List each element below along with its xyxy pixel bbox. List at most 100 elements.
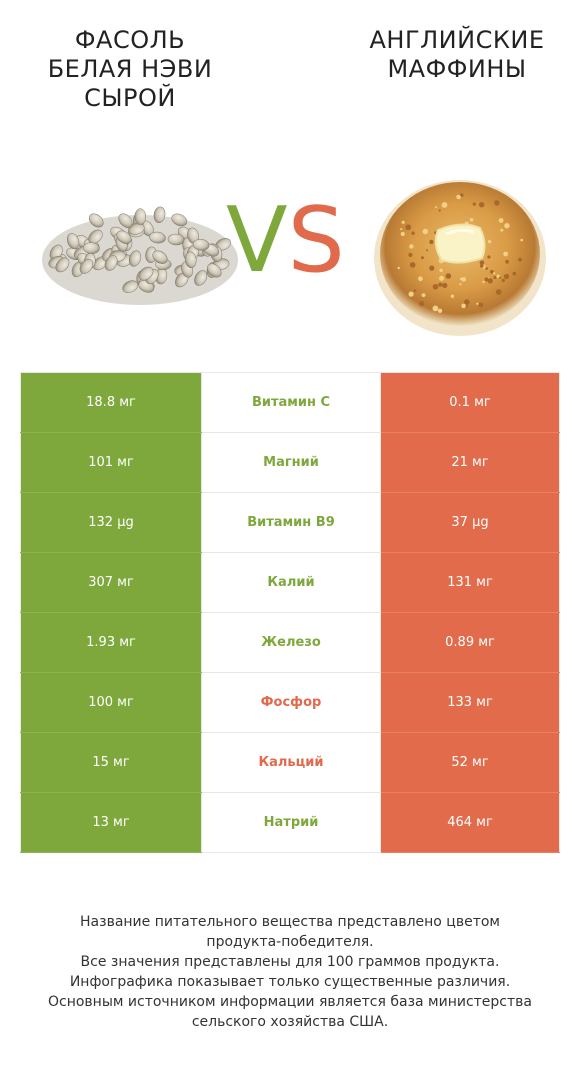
english-muffin-image	[374, 180, 546, 336]
muffin-crumb	[460, 277, 463, 281]
bean	[118, 213, 133, 228]
muffin-crumb	[432, 305, 439, 312]
footer-note: Название питательного вещества представл…	[20, 912, 560, 1032]
bean	[152, 250, 168, 264]
footer-line: Все значения представлены для 100 граммо…	[80, 954, 500, 970]
left-value: 15 мг	[20, 732, 202, 793]
nutrient-name: Витамин B9	[201, 492, 381, 553]
nutrient-name: Железо	[201, 612, 381, 673]
left-title-line: СЫРОЙ	[84, 84, 176, 112]
left-value: 307 мг	[20, 552, 202, 613]
muffin-crumb	[469, 218, 474, 222]
muffin-crumb	[520, 238, 523, 242]
bean	[88, 213, 104, 228]
footer-line: сельского хозяйства США.	[191, 1014, 389, 1030]
muffin-crumb	[441, 202, 448, 208]
right-value: 0.89 мг	[380, 612, 560, 673]
nutrient-name: Кальций	[201, 732, 381, 793]
bean	[79, 258, 94, 274]
muffin-crumb	[397, 266, 400, 270]
muffin-crumb	[411, 231, 415, 235]
right-value: 37 µg	[380, 492, 560, 553]
muffin-crumb	[479, 260, 485, 266]
footer-line: Основным источником информации является …	[48, 994, 532, 1010]
nutrient-row: 101 мг Магний 21 мг	[20, 432, 560, 493]
left-value: 13 мг	[20, 792, 202, 853]
muffin-crumb	[422, 228, 428, 235]
muffin-crumb	[438, 209, 441, 212]
bean	[122, 280, 139, 293]
muffin-crumb	[494, 200, 500, 206]
vs-v-letter: V	[226, 188, 288, 293]
muffin-crumb	[405, 224, 412, 231]
nutrient-name: Фосфор	[201, 672, 381, 733]
muffin-crumb	[456, 194, 461, 200]
muffin-crumb	[479, 202, 485, 208]
muffin-crumb	[413, 289, 417, 292]
muffin-crumb	[409, 244, 414, 249]
nutrient-name: Витамин C	[201, 372, 381, 433]
muffin-crumb	[408, 291, 414, 297]
muffin-crumb	[418, 276, 423, 281]
bean	[104, 255, 118, 271]
bean	[149, 231, 166, 244]
muffin-crumb	[409, 262, 416, 268]
bean	[171, 213, 188, 227]
muffin-crumb	[487, 240, 492, 244]
muffin-crumb	[485, 267, 488, 270]
right-value: 133 мг	[380, 672, 560, 733]
bean	[134, 208, 147, 225]
nutrient-row: 100 мг Фосфор 133 мг	[20, 672, 560, 733]
left-value: 132 µg	[20, 492, 202, 553]
muffin-crumb	[439, 268, 443, 272]
left-value: 100 мг	[20, 672, 202, 733]
right-title-line: АНГЛИЙСКИЕ	[369, 26, 545, 54]
muffin-crumb	[484, 277, 489, 282]
nutrient-row: 307 мг Калий 131 мг	[20, 552, 560, 613]
bean	[184, 251, 197, 269]
left-value: 101 мг	[20, 432, 202, 493]
muffin-crumb	[472, 202, 476, 206]
muffin-crumb	[512, 271, 517, 276]
bean	[207, 263, 222, 278]
vs-label: VS	[226, 196, 345, 286]
muffin-crumb	[461, 277, 466, 282]
muffin-crumb	[498, 276, 502, 279]
bean	[83, 242, 100, 254]
right-title-line: МАФФИНЫ	[387, 55, 527, 83]
muffin-crumb	[500, 228, 504, 232]
bean	[153, 206, 166, 224]
footer-line: Название питательного вещества представл…	[80, 914, 500, 930]
comparison-table: 18.8 мг Витамин C 0.1 мг 101 мг Магний 21 мг 1…	[20, 372, 560, 853]
muffin-crumb	[421, 293, 426, 297]
muffin-crumb	[459, 283, 462, 286]
bean	[128, 222, 145, 235]
muffin-crumb	[419, 301, 425, 307]
nutrient-row: 13 мг Натрий 464 мг	[20, 792, 560, 853]
footer-line: Инфографика показывает только существенн…	[69, 974, 511, 990]
nutrient-row: 132 µg Витамин B9 37 µg	[20, 492, 560, 553]
left-value: 1.93 мг	[20, 612, 202, 673]
nutrient-row: 1.93 мг Железо 0.89 мг	[20, 612, 560, 673]
right-value: 0.1 мг	[380, 372, 560, 433]
muffin-crumb	[503, 251, 508, 257]
muffin-crumb	[493, 275, 497, 280]
muffin-crumb	[401, 220, 405, 224]
muffin-crumb	[426, 249, 428, 252]
muffin-crumb	[482, 280, 485, 284]
vs-s-letter: S	[287, 188, 345, 293]
right-value: 464 мг	[380, 792, 560, 853]
muffin-crumb	[442, 282, 448, 289]
muffin-crumb	[518, 257, 522, 262]
nutrient-name: Магний	[201, 432, 381, 493]
muffin-crumb	[445, 273, 452, 279]
bean	[194, 270, 208, 286]
muffin-crumb	[495, 289, 502, 295]
muffin-crumb	[438, 282, 443, 287]
left-title-line: ФАСОЛЬ	[74, 26, 186, 54]
muffin-crumb	[490, 269, 494, 274]
muffin-crumb	[450, 294, 455, 298]
muffin-crumb	[435, 206, 438, 209]
left-title-line: БЕЛАЯ НЭВИ	[47, 55, 213, 83]
bean	[55, 257, 70, 273]
